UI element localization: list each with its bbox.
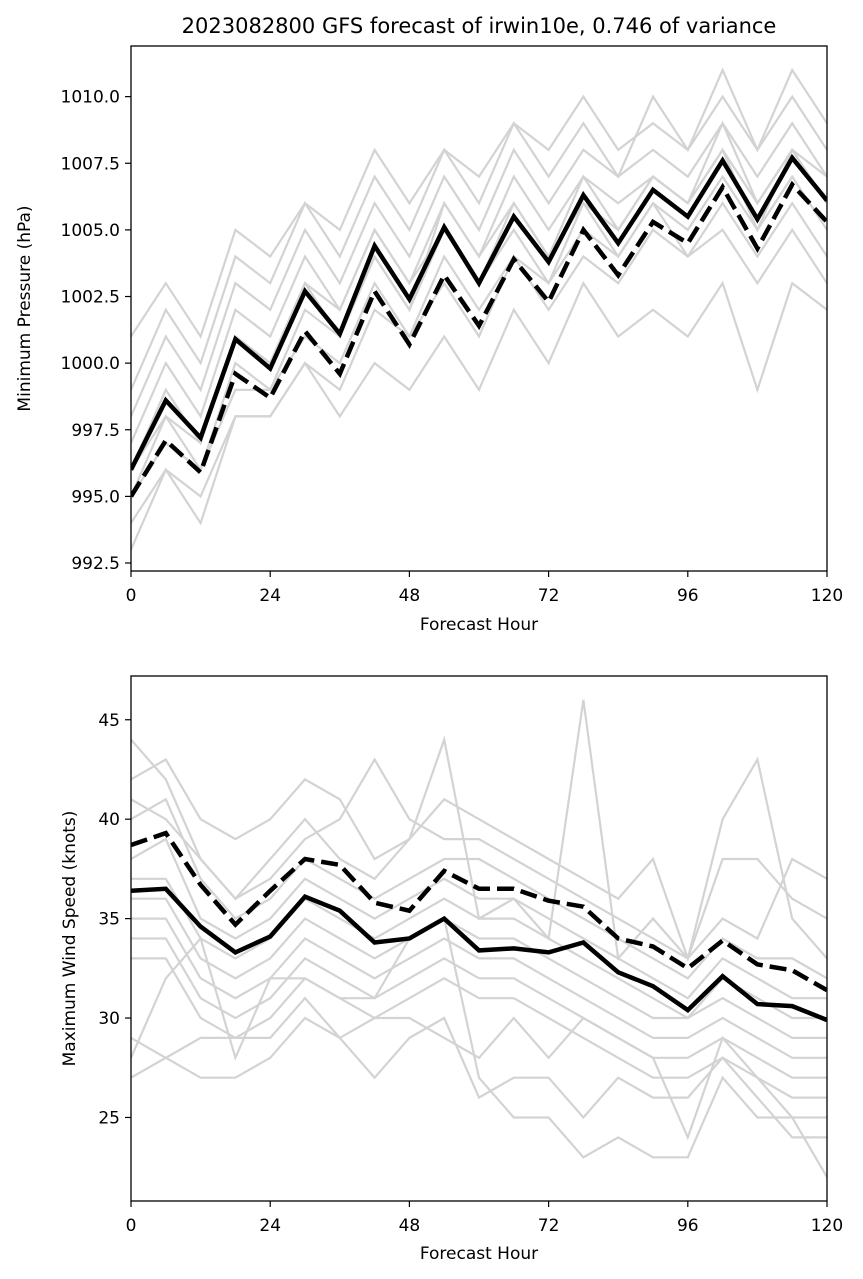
ensemble-member-line: [131, 280, 827, 551]
ensemble-member-line: [131, 94, 827, 391]
dashed-mean-line: [131, 180, 827, 498]
x-tick-label: 120: [811, 1216, 843, 1236]
y-tick-label: 30: [98, 1009, 120, 1029]
x-tick-label: 24: [259, 586, 281, 606]
x-axis-label: Forecast Hour: [420, 615, 538, 635]
y-axis-label: Maximum Wind Speed (knots): [60, 811, 80, 1067]
ensemble-member-line: [131, 916, 827, 1178]
y-tick-label: 995.0: [71, 487, 120, 507]
y-tick-label: 40: [98, 810, 120, 830]
series-group: [131, 67, 827, 551]
solid-mean-line: [131, 886, 827, 1023]
ensemble-member-line: [131, 67, 827, 340]
x-tick-label: 96: [677, 586, 699, 606]
y-tick-label: 25: [98, 1108, 120, 1128]
ensemble-member-line: [131, 897, 827, 1040]
x-tick-label: 0: [126, 1216, 137, 1236]
ensemble-member-line: [131, 917, 827, 1059]
x-tick-label: 0: [126, 586, 137, 606]
pressure-chart: 0 24 48 72 96 120 992.5 995.0 997.5 1000.0 1002.5 1…: [15, 45, 843, 635]
ensemble-member-line: [131, 837, 827, 1000]
y-tick-label: 1007.5: [61, 154, 120, 174]
series-group: [131, 699, 827, 1178]
y-tick-label: 992.5: [71, 554, 120, 574]
x-tick-label: 72: [538, 586, 560, 606]
x-tick-label: 120: [811, 586, 843, 606]
axes-frame: [130, 675, 828, 1202]
x-tick-label: 24: [259, 1216, 281, 1236]
ensemble-member-line: [131, 1016, 827, 1139]
ensemble-member-line: [131, 877, 827, 1020]
ensemble-member-line: [131, 758, 827, 962]
wind-speed-chart: 0 24 48 72 96 120 25 30 35 40 45 Forecast Hour Maxim…: [60, 675, 843, 1264]
y-tick-label: 1010.0: [61, 88, 120, 108]
axes-frame: [130, 45, 828, 572]
y-tick-label: 1000.0: [61, 354, 120, 374]
ensemble-member-line: [131, 147, 827, 471]
y-tick-label: 997.5: [71, 421, 120, 441]
dashed-mean-line: [131, 830, 827, 993]
y-tick-label: 1005.0: [61, 221, 120, 241]
y-tick-label: 1002.5: [61, 288, 120, 308]
x-tick-label: 48: [399, 1216, 421, 1236]
x-tick-label: 48: [399, 586, 421, 606]
solid-mean-line: [131, 153, 827, 471]
x-tick-label: 72: [538, 1216, 560, 1236]
ensemble-member-line: [131, 937, 827, 1079]
ensemble-member-line: [131, 121, 827, 417]
x-axis-label: Forecast Hour: [420, 1244, 538, 1264]
ensemble-member-line: [131, 201, 827, 498]
y-tick-label: 45: [98, 711, 120, 731]
y-tick-label: 35: [98, 910, 120, 930]
chart-title: 2023082800 GFS forecast of irwin10e, 0.7…: [182, 14, 777, 38]
y-axis-label: Minimum Pressure (hPa): [15, 205, 35, 411]
ensemble-member-line: [131, 757, 827, 960]
x-tick-label: 96: [677, 1216, 699, 1236]
